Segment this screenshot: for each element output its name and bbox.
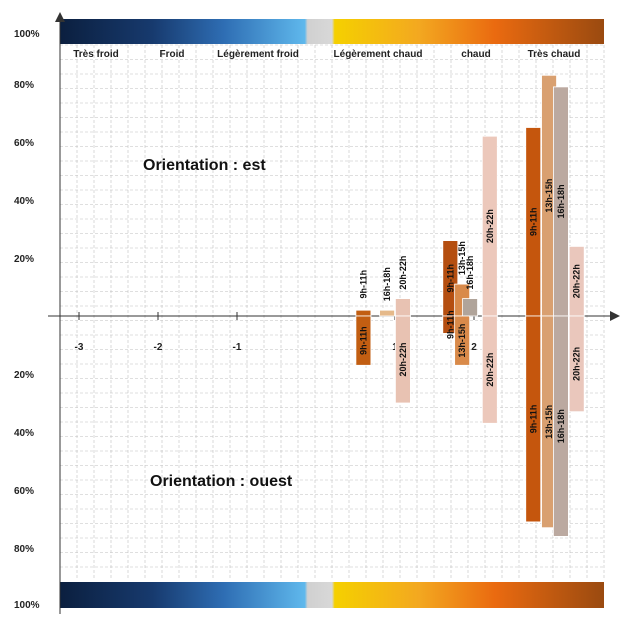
chart-bars: 9h-11h 16h-18h 20h-22h 9h-11h13h-15h16h-18h… xyxy=(355,74,585,537)
bar-ouest xyxy=(568,315,585,413)
y-tick-label: 100% xyxy=(14,29,40,40)
sensation-label: Très froid xyxy=(73,49,119,60)
x-tick-label: -1 xyxy=(233,342,242,353)
y-tick-label: 40% xyxy=(14,428,34,439)
y-tick-label: 80% xyxy=(14,80,34,91)
bar-est xyxy=(355,309,372,317)
chart-axes xyxy=(48,12,620,614)
bar-ouest xyxy=(481,315,498,424)
bar-label: 16h-18h xyxy=(556,184,566,218)
x-tick-label: -2 xyxy=(154,342,163,353)
sensation-label: Légèrement chaud xyxy=(334,49,423,60)
bar-est xyxy=(379,309,396,317)
bar-label: 20h-22h xyxy=(485,353,495,387)
axis-ticks: 100%80%60%40%20%20%40%60%80%100%-3-2-112… xyxy=(14,29,556,611)
sensation-label: Froid xyxy=(160,49,185,60)
x-tick-label: 2 xyxy=(471,342,477,353)
bar-label: 13h-15h xyxy=(544,405,554,439)
bar-ouest xyxy=(394,315,411,404)
bar-ouest xyxy=(454,315,471,366)
bar-label: 20h-22h xyxy=(398,256,408,290)
sensation-label: Légèrement froid xyxy=(217,49,299,60)
y-tick-label: 40% xyxy=(14,196,34,207)
y-tick-label: 100% xyxy=(14,600,40,611)
bar-label: 16h-18h xyxy=(382,267,392,301)
y-tick-label: 60% xyxy=(14,486,34,497)
bar-est xyxy=(394,298,411,317)
annotation-west: Orientation : ouest xyxy=(150,473,293,490)
bar-label: 13h-15h xyxy=(457,324,467,358)
x-axis-arrow xyxy=(610,311,620,321)
bar-ouest xyxy=(553,315,569,537)
bar-label: 9h-11h xyxy=(358,326,368,355)
bar-label: 20h-22h xyxy=(398,342,408,376)
y-tick-label: 80% xyxy=(14,544,34,555)
sensation-label: Très chaud xyxy=(528,49,581,60)
bar-label: 9h-11h xyxy=(445,310,455,339)
bar-label: 16h-18h xyxy=(465,256,475,290)
bar-label: 9h-11h xyxy=(445,264,455,293)
sensation-scale-bands: Très froid Froid Légèrement froid Légèremen… xyxy=(60,19,604,608)
y-tick-label: 20% xyxy=(14,254,34,265)
y-tick-label: 60% xyxy=(14,138,34,149)
bar-label: 20h-22h xyxy=(572,347,582,381)
x-tick-label: -3 xyxy=(75,342,84,353)
orientation-annotations: Orientation : est Orientation : ouest xyxy=(143,157,293,490)
bar-ouest xyxy=(355,315,372,366)
bar-est xyxy=(462,298,478,317)
bar-label: 20h-22h xyxy=(572,264,582,298)
bar-label: 9h-11h xyxy=(528,405,538,434)
bar-label: 9h-11h xyxy=(358,270,368,299)
bar-ouest xyxy=(525,315,542,523)
annotation-east: Orientation : est xyxy=(143,157,266,174)
bar-label: 9h-11h xyxy=(528,207,538,236)
scale-band-top xyxy=(60,19,604,44)
chart-grid xyxy=(59,44,605,580)
sensation-label: chaud xyxy=(461,49,490,60)
bar-label: 13h-15h xyxy=(457,241,467,275)
scale-band-bottom xyxy=(60,582,604,608)
y-tick-label: 20% xyxy=(14,370,34,381)
bar-label: 13h-15h xyxy=(544,179,554,213)
bar-label: 20h-22h xyxy=(485,209,495,243)
bar-label: 16h-18h xyxy=(556,409,566,443)
y-axis-arrow xyxy=(55,12,65,22)
